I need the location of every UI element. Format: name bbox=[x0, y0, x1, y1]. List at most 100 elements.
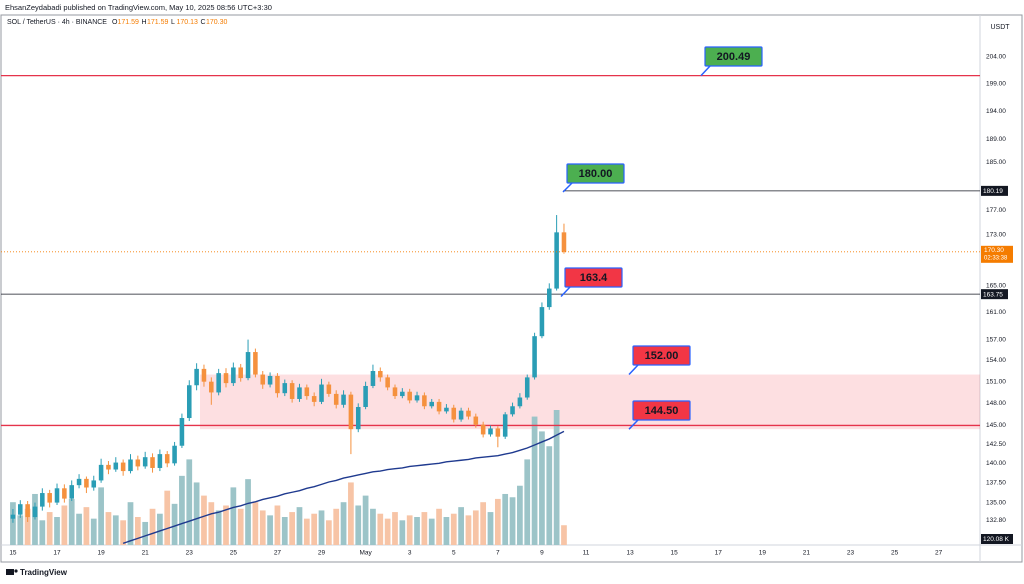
x-tick-label: 21 bbox=[142, 550, 150, 557]
volume-bar bbox=[355, 505, 362, 545]
annotation-arrow bbox=[628, 364, 639, 376]
x-tick-label: 27 bbox=[274, 550, 282, 557]
annotation-arrow bbox=[628, 419, 639, 430]
annotation-label: 180.00 bbox=[579, 168, 613, 180]
annotation-arrow bbox=[560, 286, 571, 297]
volume-bar bbox=[201, 495, 207, 545]
volume-bar bbox=[76, 513, 82, 545]
volume-bar bbox=[127, 502, 134, 545]
candle-body bbox=[466, 410, 471, 417]
y-tick-label: 185.00 bbox=[986, 159, 1006, 166]
quote-key: H bbox=[142, 19, 147, 26]
y-tick-label: 157.00 bbox=[986, 336, 1006, 343]
volume-bar bbox=[179, 475, 185, 545]
candle-body bbox=[164, 454, 170, 464]
candle-body bbox=[319, 384, 324, 402]
candle-body bbox=[10, 514, 16, 519]
plot-area: O 171.59 H 171.59 L 170.13 C 170.30204.00199.00… bbox=[1, 19, 1013, 557]
candle-body bbox=[172, 445, 177, 464]
volume-bar bbox=[98, 487, 104, 545]
y-tick-label: 154.00 bbox=[986, 357, 1006, 364]
volume-bar bbox=[465, 515, 472, 545]
volume-bar bbox=[105, 512, 112, 545]
y-tick-label: 199.00 bbox=[986, 80, 1006, 87]
candle-body bbox=[510, 406, 515, 415]
candle-body bbox=[473, 416, 479, 425]
volume-bar bbox=[406, 515, 413, 545]
volume-bar bbox=[296, 507, 303, 545]
level-axis-box bbox=[981, 185, 1008, 196]
candle-body bbox=[223, 373, 229, 384]
quote-key: C bbox=[201, 19, 206, 26]
annotation-box bbox=[564, 267, 623, 288]
candle-body bbox=[355, 406, 361, 430]
x-tick-label: 17 bbox=[53, 550, 61, 557]
candle-body bbox=[524, 377, 530, 398]
candle-body bbox=[363, 385, 368, 407]
quote-value: 171.59 bbox=[118, 19, 140, 26]
volume-bar bbox=[480, 502, 487, 545]
x-tick-label: 15 bbox=[671, 550, 679, 557]
x-tick-label: 11 bbox=[583, 550, 590, 557]
volume-bar bbox=[237, 508, 244, 545]
candle-body bbox=[561, 232, 567, 252]
candle-body bbox=[502, 414, 508, 437]
volume-bar bbox=[267, 515, 273, 545]
volume-bar bbox=[223, 505, 229, 545]
volume-bar bbox=[17, 515, 24, 545]
y-tick-label: 132.80 bbox=[986, 517, 1006, 524]
candle-body bbox=[209, 381, 214, 393]
annotation-label: 200.49 bbox=[717, 51, 751, 63]
candle-body bbox=[194, 368, 199, 386]
candle-body bbox=[539, 307, 545, 337]
candle-body bbox=[201, 368, 207, 382]
candle-body bbox=[54, 488, 60, 503]
volume-bar bbox=[325, 520, 332, 545]
y-tick-label: 165.00 bbox=[986, 283, 1006, 290]
candle-body bbox=[18, 504, 23, 515]
candle-body bbox=[378, 371, 383, 378]
volume-bar bbox=[494, 498, 501, 545]
volume-bar bbox=[414, 517, 420, 545]
volume-bar bbox=[348, 482, 354, 545]
quote-value: 171.59 bbox=[147, 19, 169, 26]
x-tick-label: 25 bbox=[891, 550, 899, 557]
candle-body bbox=[304, 387, 310, 397]
candle-body bbox=[436, 401, 442, 412]
candle-body bbox=[429, 401, 435, 407]
volume-bar bbox=[24, 508, 31, 545]
annotation-box bbox=[704, 46, 763, 67]
x-tick-label: 27 bbox=[935, 550, 943, 557]
candle-body bbox=[407, 391, 412, 401]
candle-body bbox=[84, 478, 89, 488]
candle-body bbox=[216, 373, 221, 393]
annotation-box bbox=[566, 163, 625, 184]
volume-bar bbox=[370, 508, 376, 545]
quote-value: 170.13 bbox=[177, 19, 199, 26]
candle-body bbox=[40, 493, 45, 507]
volume-bar bbox=[157, 513, 163, 545]
volume-bar bbox=[509, 497, 516, 545]
candle-body bbox=[311, 396, 317, 402]
volume-bar bbox=[259, 510, 266, 545]
x-tick-label: 3 bbox=[408, 550, 412, 557]
candle-body bbox=[414, 395, 420, 401]
last-price-countdown: 02:33:38 bbox=[984, 255, 1008, 261]
volume-bar bbox=[517, 485, 523, 545]
y-tick-label: 140.00 bbox=[986, 460, 1006, 467]
candle-body bbox=[253, 352, 258, 375]
logo-dot bbox=[14, 569, 18, 573]
candle-body bbox=[32, 506, 38, 518]
candle-body bbox=[422, 395, 427, 407]
x-tick-label: 5 bbox=[452, 550, 456, 557]
x-tick-label: 21 bbox=[803, 550, 811, 557]
candle-body bbox=[275, 375, 280, 394]
x-tick-label: May bbox=[359, 550, 372, 557]
volume-bar bbox=[539, 431, 545, 545]
volume-bar bbox=[289, 512, 295, 545]
volume-bar bbox=[333, 508, 340, 545]
candle-body bbox=[157, 454, 163, 468]
volume-bar bbox=[384, 518, 391, 545]
candle-body bbox=[245, 352, 251, 379]
